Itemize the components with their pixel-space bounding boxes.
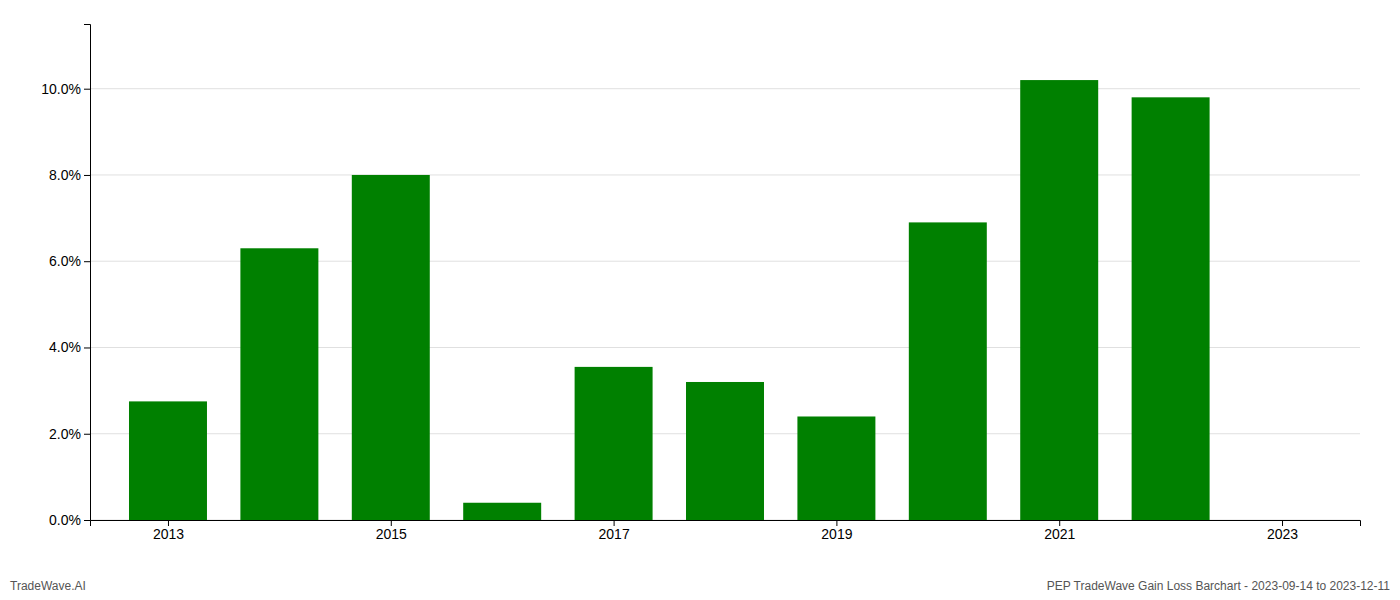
x-axis-line: [91, 521, 1361, 527]
bar: [463, 503, 541, 520]
y-tick-label: 6.0%: [49, 253, 81, 269]
chart-container: 2013 2015 2017 2019 2021 2023 0.0% 2.0% 4.0% 6.0%…: [0, 0, 1400, 600]
y-tick-mark: [84, 434, 90, 435]
footer: TradeWave.AI PEP TradeWave Gain Loss Barc…: [10, 579, 1390, 593]
y-tick-mark: [84, 347, 90, 348]
footer-text: TradeWave.AI: [10, 579, 86, 593]
bar: [129, 401, 207, 520]
y-tick-mark: [84, 89, 90, 90]
x-tick: 2021: [1044, 520, 1075, 542]
bar: [686, 382, 764, 520]
x-tick-label: 2021: [1044, 526, 1075, 542]
x-tick-label: 2019: [821, 526, 852, 542]
x-tick-label: 2023: [1267, 526, 1298, 542]
bar: [240, 248, 318, 520]
y-tick: 0.0%: [49, 512, 90, 528]
chart-svg: 2013 2015 2017 2019 2021 2023 0.0% 2.0% 4.0% 6.0%…: [0, 0, 1400, 600]
x-tick-label: 2013: [153, 526, 184, 542]
x-tick: 2017: [599, 520, 630, 542]
y-tick: 2.0%: [49, 426, 90, 442]
x-tick: 2019: [821, 520, 852, 542]
x-tick: 2023: [1267, 520, 1298, 542]
y-tick-label: 10.0%: [41, 81, 81, 97]
bar: [1020, 80, 1098, 520]
y-tick: 4.0%: [49, 339, 90, 355]
y-tick: 8.0%: [49, 167, 90, 183]
y-tick-label: 0.0%: [49, 512, 81, 528]
y-tick-label: 2.0%: [49, 426, 81, 442]
footer-text: PEP TradeWave Gain Loss Barchart - 2023-…: [1047, 579, 1391, 593]
y-axis-line: [84, 25, 91, 521]
y-tick-label: 4.0%: [49, 339, 81, 355]
x-tick-label: 2017: [599, 526, 630, 542]
bars: [129, 80, 1210, 520]
x-axis: 2013 2015 2017 2019 2021 2023: [91, 520, 1361, 542]
grid-line: [90, 88, 1360, 89]
bar: [352, 175, 430, 520]
y-tick: 6.0%: [49, 253, 90, 269]
bar: [575, 367, 653, 520]
x-tick: 2015: [376, 520, 407, 542]
y-tick-label: 8.0%: [49, 167, 81, 183]
x-tick: 2013: [153, 520, 184, 542]
grid: [90, 89, 1360, 520]
y-tick-mark: [84, 520, 90, 521]
y-tick-mark: [84, 175, 90, 176]
plot-area: 2013 2015 2017 2019 2021 2023 0.0% 2.0% 4.0% 6.0%…: [41, 25, 1360, 542]
y-tick-mark: [84, 261, 90, 262]
bar: [909, 222, 987, 520]
bar: [797, 416, 875, 520]
bar: [1132, 97, 1210, 520]
y-tick: 10.0%: [41, 81, 90, 97]
x-tick-label: 2015: [376, 526, 407, 542]
y-axis: 0.0% 2.0% 4.0% 6.0% 8.0% 10.0%: [41, 25, 90, 528]
